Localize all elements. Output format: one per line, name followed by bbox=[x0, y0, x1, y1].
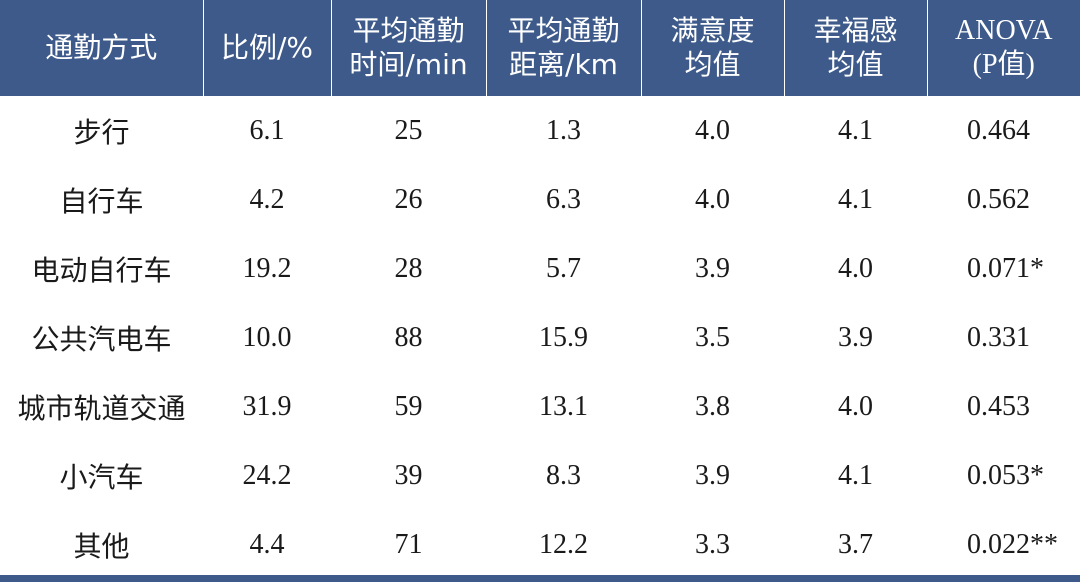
bottom-rule bbox=[0, 575, 1080, 582]
cell-avg-time: 59 bbox=[394, 390, 423, 422]
cell-avg-time: 28 bbox=[394, 252, 423, 284]
cell-avg-time: 88 bbox=[394, 321, 423, 353]
header-line1: 通勤方式 bbox=[45, 31, 158, 64]
table-row: 城市轨道交通 31.9 59 13.1 3.8 4.0 0.453 bbox=[0, 372, 1080, 441]
table-row: 电动自行车 19.2 28 5.7 3.9 4.0 0.071* bbox=[0, 234, 1080, 303]
cell-happiness: 4.0 bbox=[838, 390, 873, 422]
cell-anova: 0.071* bbox=[967, 252, 1044, 284]
cell-avg-distance: 12.2 bbox=[539, 528, 588, 560]
header-line2: 均值 bbox=[827, 48, 884, 81]
cell-avg-distance: 15.9 bbox=[539, 321, 588, 353]
header-ratio: 比例/% bbox=[203, 0, 332, 96]
cell-avg-distance: 1.3 bbox=[546, 114, 581, 146]
table-row: 步行 6.1 25 1.3 4.0 4.1 0.464 bbox=[0, 96, 1080, 165]
header-commute-mode: 通勤方式 bbox=[0, 0, 204, 96]
cell-ratio: 6.1 bbox=[249, 114, 285, 146]
header-line1: 比例/% bbox=[220, 31, 314, 64]
header-avg-time: 平均通勤 时间/min bbox=[331, 0, 487, 96]
cell-ratio: 31.9 bbox=[242, 390, 292, 422]
header-happiness: 幸福感 均值 bbox=[784, 0, 928, 96]
header-line1: 平均通勤 bbox=[352, 14, 465, 47]
cell-avg-time: 71 bbox=[394, 528, 423, 560]
header-anova: ANOVA (P值) bbox=[927, 0, 1080, 96]
header-line2: 均值 bbox=[684, 48, 741, 81]
cell-avg-distance: 5.7 bbox=[546, 252, 581, 284]
cell-ratio: 10.0 bbox=[242, 321, 292, 353]
cell-anova: 0.453 bbox=[967, 390, 1030, 422]
cell-ratio: 24.2 bbox=[242, 459, 292, 491]
header-line2: 距离/km bbox=[509, 48, 618, 81]
cell-satisfaction: 3.9 bbox=[695, 252, 730, 284]
cell-satisfaction: 3.3 bbox=[695, 528, 730, 560]
header-line2: 时间/min bbox=[349, 48, 468, 81]
cell-satisfaction: 3.5 bbox=[695, 321, 730, 353]
table-row: 小汽车 24.2 39 8.3 3.9 4.1 0.053* bbox=[0, 441, 1080, 510]
cell-satisfaction: 3.9 bbox=[695, 459, 730, 491]
cell-satisfaction: 4.0 bbox=[695, 183, 730, 215]
cell-commute-mode: 步行 bbox=[73, 115, 130, 149]
cell-commute-mode: 公共汽电车 bbox=[31, 322, 172, 356]
cell-happiness: 3.7 bbox=[838, 528, 873, 560]
table-row: 其他 4.4 71 12.2 3.3 3.7 0.022** bbox=[0, 510, 1080, 579]
cell-ratio: 4.4 bbox=[249, 528, 285, 560]
header-satisfaction: 满意度 均值 bbox=[641, 0, 785, 96]
cell-satisfaction: 3.8 bbox=[695, 390, 730, 422]
cell-avg-time: 25 bbox=[394, 114, 423, 146]
table-row: 公共汽电车 10.0 88 15.9 3.5 3.9 0.331 bbox=[0, 303, 1080, 372]
cell-commute-mode: 其他 bbox=[73, 529, 130, 563]
cell-happiness: 4.1 bbox=[838, 459, 873, 491]
header-line1: 满意度 bbox=[670, 14, 755, 47]
table-body: 步行 6.1 25 1.3 4.0 4.1 0.464 自行车 4.2 26 6.3 4.0 4.1 0.… bbox=[0, 96, 1080, 579]
cell-avg-distance: 13.1 bbox=[539, 390, 588, 422]
table-row: 自行车 4.2 26 6.3 4.0 4.1 0.562 bbox=[0, 165, 1080, 234]
header-line1: 幸福感 bbox=[813, 14, 898, 47]
header-avg-distance: 平均通勤 距离/km bbox=[486, 0, 642, 96]
header-row: 通勤方式 比例/% 平均通勤 时间/min 平均通勤 距离/km 满意度 均值 bbox=[0, 0, 1080, 96]
cell-ratio: 4.2 bbox=[249, 183, 285, 215]
cell-avg-distance: 6.3 bbox=[546, 183, 581, 215]
table-header: 通勤方式 比例/% 平均通勤 时间/min 平均通勤 距离/km 满意度 均值 bbox=[0, 0, 1080, 96]
cell-satisfaction: 4.0 bbox=[695, 114, 730, 146]
cell-anova: 0.562 bbox=[967, 183, 1030, 215]
cell-anova: 0.022** bbox=[967, 528, 1058, 560]
header-line2: (P值) bbox=[972, 49, 1035, 80]
cell-ratio: 19.2 bbox=[242, 252, 292, 284]
cell-commute-mode: 电动自行车 bbox=[31, 253, 172, 287]
cell-anova: 0.053* bbox=[967, 459, 1044, 491]
cell-happiness: 3.9 bbox=[838, 321, 873, 353]
cell-commute-mode: 自行车 bbox=[59, 184, 144, 218]
cell-happiness: 4.1 bbox=[838, 114, 873, 146]
cell-commute-mode: 小汽车 bbox=[59, 460, 144, 494]
cell-happiness: 4.1 bbox=[838, 183, 873, 215]
cell-happiness: 4.0 bbox=[838, 252, 873, 284]
header-line1: ANOVA bbox=[955, 15, 1053, 46]
cell-anova: 0.464 bbox=[967, 114, 1030, 146]
cell-avg-time: 26 bbox=[394, 183, 423, 215]
cell-anova: 0.331 bbox=[967, 321, 1030, 353]
header-line1: 平均通勤 bbox=[507, 14, 620, 47]
cell-avg-distance: 8.3 bbox=[546, 459, 581, 491]
cell-commute-mode: 城市轨道交通 bbox=[17, 391, 186, 425]
cell-avg-time: 39 bbox=[394, 459, 423, 491]
